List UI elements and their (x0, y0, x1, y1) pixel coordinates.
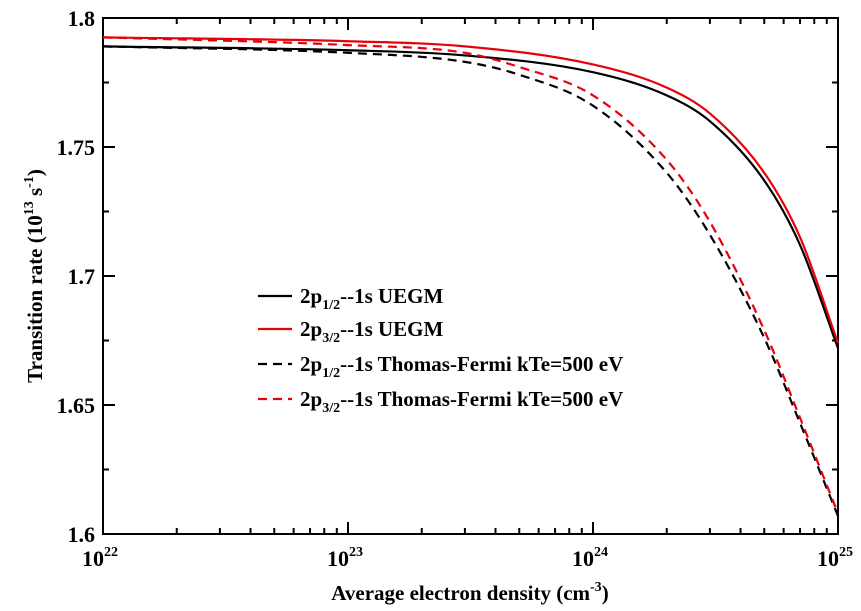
x-tick-label: 1023 (327, 545, 363, 571)
y-tick-label: 1.7 (68, 264, 96, 289)
x-tick-label: 1025 (817, 545, 853, 571)
series-line-4 (102, 36, 840, 514)
y-tick-label: 1.65 (57, 393, 96, 418)
series-layer (102, 36, 840, 517)
legend-label-2: 2p3/2--1s UEGM (300, 317, 443, 346)
axis-ticks: 1.6 1.65 1.7 1.75 1.8 1022 1023 1024 1025 (57, 6, 854, 571)
legend: 2p1/2--1s UEGM 2p3/2--1s UEGM 2p1/2--1s Th… (258, 284, 623, 416)
y-axis-title: Transition rate (1013 s-1) (22, 169, 47, 383)
series-line-2 (102, 36, 840, 344)
y-tick-label: 1.6 (68, 522, 96, 547)
series-line-3 (102, 45, 840, 517)
series-line-1 (102, 45, 840, 349)
y-tick-label: 1.8 (68, 6, 96, 31)
plot-frame (102, 17, 839, 535)
y-tick-label: 1.75 (57, 135, 96, 160)
legend-label-3: 2p1/2--1s Thomas-Fermi kTe=500 eV (300, 352, 623, 381)
x-tick-label: 1024 (572, 545, 608, 571)
x-tick-label: 1022 (82, 545, 118, 571)
x-axis-title: Average electron density (cm-3) (331, 580, 608, 605)
legend-label-1: 2p1/2--1s UEGM (300, 284, 443, 313)
legend-label-4: 2p3/2--1s Thomas-Fermi kTe=500 eV (300, 387, 623, 416)
